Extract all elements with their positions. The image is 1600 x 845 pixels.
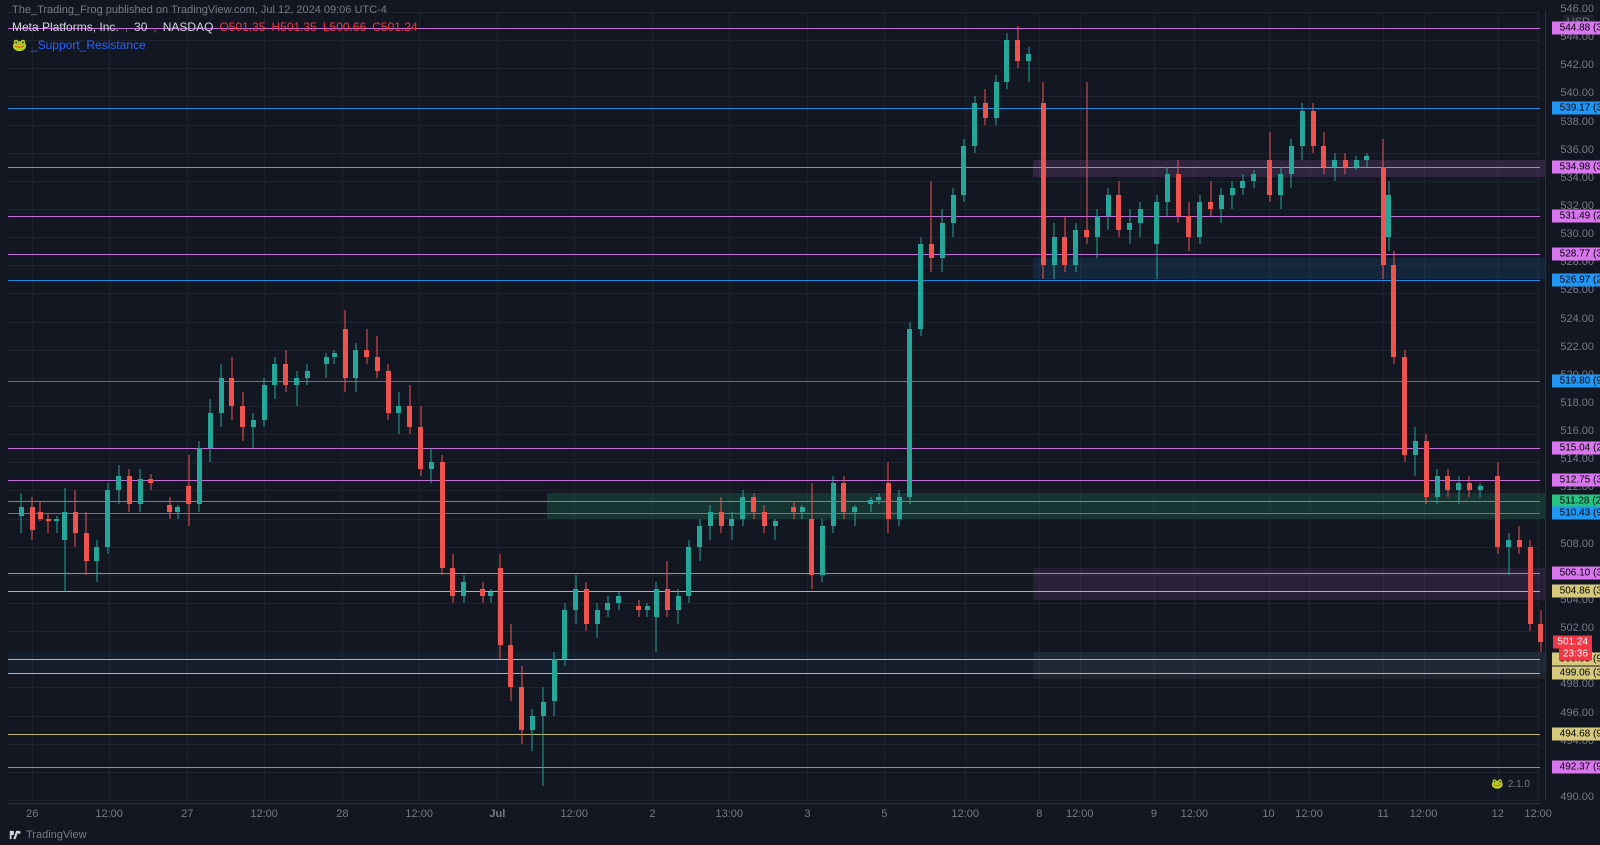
sr-level-label: 534.98 (30) <box>1552 161 1600 174</box>
x-tick: 12:00 <box>560 808 588 820</box>
x-tick: 12:00 <box>250 808 278 820</box>
y-tick: 534.00 <box>1560 172 1594 184</box>
sr-level-label: 528.77 (30) <box>1552 248 1600 261</box>
countdown-label: 23:36 <box>1559 647 1592 660</box>
y-tick: 522.00 <box>1560 341 1594 353</box>
time-axis[interactable]: 26 12:00 27 12:00 28 12:00 Jul 12:00 2 13:00 3 5 12:… <box>8 803 1540 823</box>
exchange: NASDAQ <box>163 20 214 34</box>
y-tick: 508.00 <box>1560 538 1594 550</box>
x-tick: 5 <box>881 808 887 820</box>
sr-level-label: 519.80 (90, 30) <box>1552 374 1600 387</box>
x-tick: 13:00 <box>716 808 744 820</box>
ohlc-c: C501.24 <box>372 20 417 34</box>
y-tick: 498.00 <box>1560 678 1594 690</box>
x-tick: 3 <box>804 808 810 820</box>
indicator-name[interactable]: _Support_Resistance <box>31 38 146 52</box>
y-tick: 540.00 <box>1560 87 1594 99</box>
publish-info: The_Trading_Frog published on TradingVie… <box>12 4 387 16</box>
sr-level-label: 531.49 (240) <box>1552 210 1600 223</box>
sr-level-label: 544.88 (30) <box>1552 21 1600 34</box>
y-tick: 514.00 <box>1560 453 1594 465</box>
interval[interactable]: 30 <box>134 20 147 34</box>
sr-level-label: 499.06 (30) <box>1552 666 1600 679</box>
y-tick: 536.00 <box>1560 144 1594 156</box>
symbol-info: Meta Platforms, Inc. , 30 , NASDAQ O501.… <box>12 20 418 34</box>
tradingview-logo[interactable]: TradingView <box>8 828 87 842</box>
x-tick: 12:00 <box>1066 808 1094 820</box>
symbol-name[interactable]: Meta Platforms, Inc. <box>12 20 119 34</box>
y-tick: 542.00 <box>1560 59 1594 71</box>
y-tick: 546.00 <box>1560 3 1594 15</box>
y-tick: 496.00 <box>1560 707 1594 719</box>
x-tick: 12:00 <box>1181 808 1209 820</box>
x-tick: 12 <box>1492 808 1504 820</box>
sr-level-label: 512.75 (30) <box>1552 473 1600 486</box>
y-tick: 538.00 <box>1560 116 1594 128</box>
x-tick: 12:00 <box>951 808 979 820</box>
chart-area[interactable]: 544.88 (30)539.17 (30)534.98 (30)531.49 … <box>8 12 1540 800</box>
sr-level-label: 515.04 (240) <box>1552 441 1600 454</box>
x-tick: 12:00 <box>1410 808 1438 820</box>
y-tick: 516.00 <box>1560 425 1594 437</box>
x-tick: 9 <box>1151 808 1157 820</box>
sr-level-label: 526.97 (240) <box>1552 273 1600 286</box>
price-axis[interactable]: USD 490.00492.00494.00496.00498.00500.00… <box>1545 10 1600 800</box>
frog-icon: 🐸 <box>12 38 27 52</box>
ohlc-l: L500.66 <box>323 20 366 34</box>
tv-logo-icon <box>8 828 22 842</box>
sr-level-label: 506.10 (30) <box>1552 567 1600 580</box>
x-tick: 12:00 <box>1295 808 1323 820</box>
sr-level-label: 504.86 (30) <box>1552 584 1600 597</box>
sr-level-label: 492.37 (90, 30) <box>1552 760 1600 773</box>
y-tick: 530.00 <box>1560 228 1594 240</box>
y-tick: 502.00 <box>1560 622 1594 634</box>
y-tick: 490.00 <box>1560 791 1594 803</box>
x-tick: 12:00 <box>405 808 433 820</box>
sr-level-label: 494.68 (90) <box>1552 728 1600 741</box>
x-tick: 10 <box>1262 808 1274 820</box>
frog-icon: 🐸 <box>1491 779 1503 790</box>
x-tick: 26 <box>26 808 38 820</box>
x-tick: 27 <box>181 808 193 820</box>
indicator-row: 🐸 _Support_Resistance <box>12 38 146 52</box>
x-tick: 12:00 <box>95 808 123 820</box>
x-tick: 12:00 <box>1524 808 1552 820</box>
ohlc-o: O501.35 <box>219 20 265 34</box>
y-tick: 518.00 <box>1560 397 1594 409</box>
x-tick: 8 <box>1036 808 1042 820</box>
x-tick: 28 <box>336 808 348 820</box>
indicator-version: 🐸 2.1.0 <box>1491 779 1530 790</box>
x-tick: 2 <box>649 808 655 820</box>
ohlc-h: H501.35 <box>271 20 316 34</box>
x-tick: 11 <box>1377 808 1388 820</box>
sr-level-label: 539.17 (30) <box>1552 102 1600 115</box>
y-tick: 524.00 <box>1560 313 1594 325</box>
x-tick: Jul <box>489 808 505 820</box>
sr-level-label: 510.43 (90, 30) <box>1552 506 1600 519</box>
